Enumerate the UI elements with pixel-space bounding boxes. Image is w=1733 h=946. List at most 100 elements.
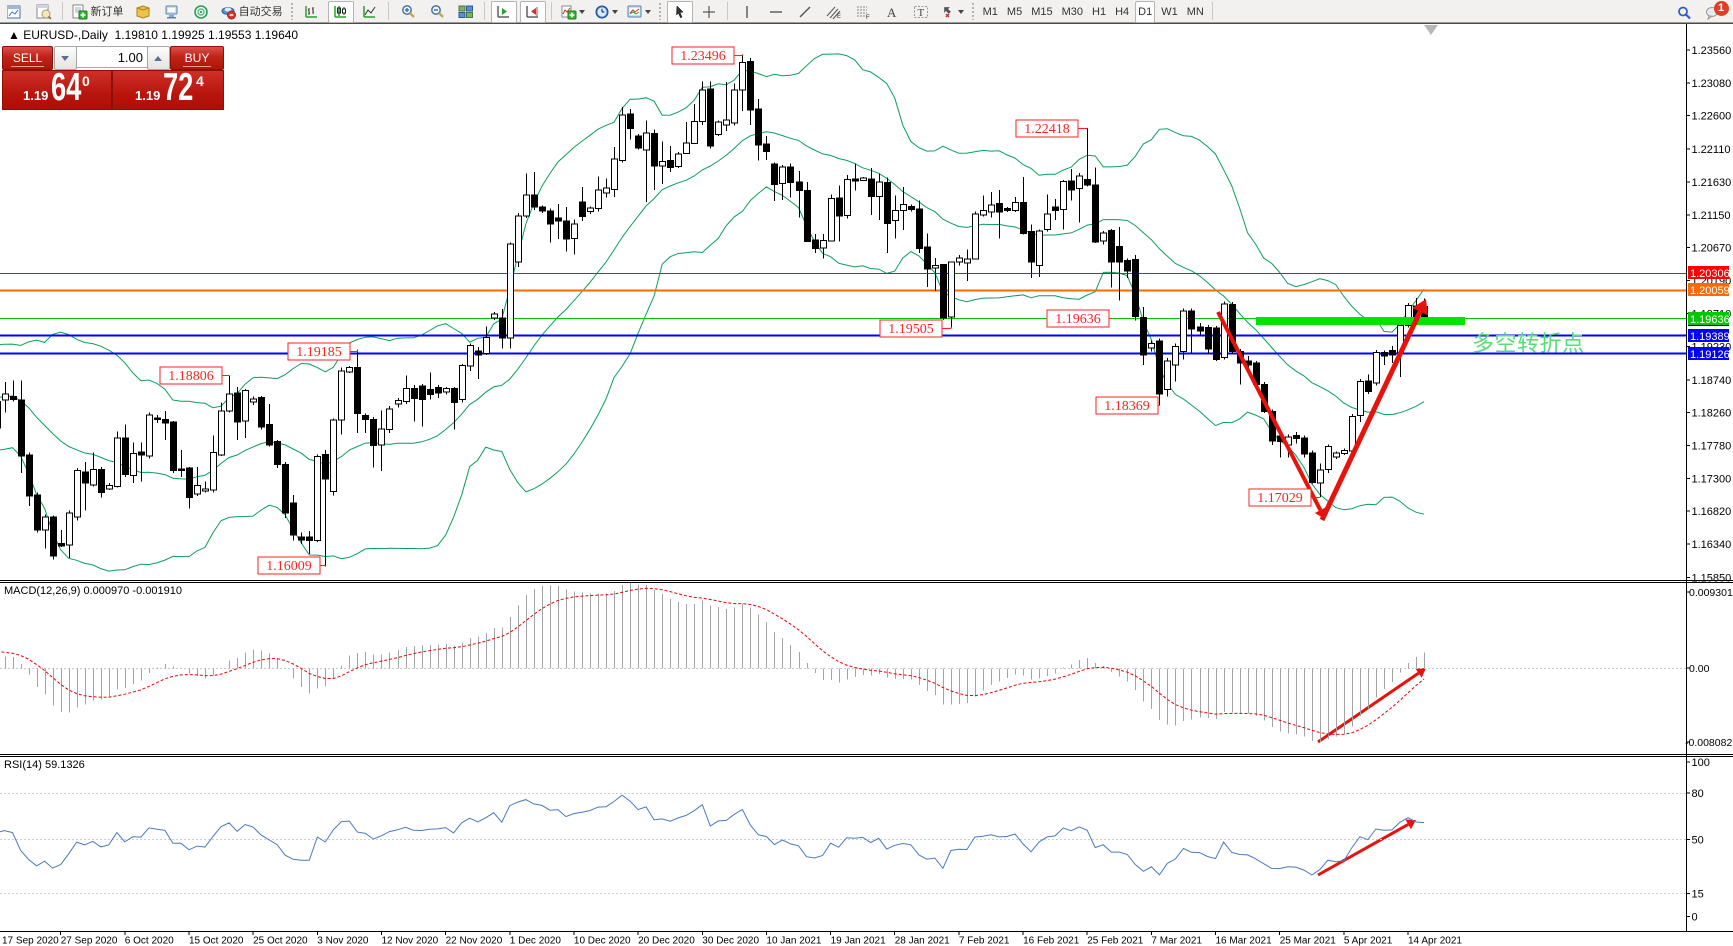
templates-button[interactable] [624, 1, 654, 23]
buy-button[interactable]: BUY [170, 46, 224, 70]
horizontal-line-button[interactable] [763, 1, 789, 23]
timeframe-m1-button[interactable]: M1 [982, 6, 998, 18]
indicators-button[interactable] [558, 1, 588, 23]
new-order-label: 新订单 [90, 6, 124, 18]
up-arrow[interactable] [1319, 310, 1423, 522]
line-chart-button[interactable] [357, 1, 383, 23]
chart-shift-button[interactable] [519, 1, 546, 23]
volume-input[interactable] [76, 46, 148, 68]
candle-body [1148, 342, 1155, 349]
timeframe-h4-button[interactable]: H4 [1115, 6, 1130, 18]
equidistant-channel-button[interactable]: E [821, 1, 847, 23]
svg-text:1.18806: 1.18806 [168, 369, 214, 384]
candle-body [1012, 202, 1019, 212]
candle-body [258, 397, 265, 428]
candle-body [427, 388, 434, 396]
price-label-1.18369[interactable]: 1.18369 [1095, 396, 1160, 415]
candlestick-chart-button[interactable] [327, 1, 354, 23]
chat-icon[interactable]: 1 [1700, 1, 1729, 24]
rsi-arrow-head [1405, 819, 1416, 830]
date-label: 19 Jan 2021 [831, 936, 886, 946]
axis-badge-text: 1.19636 [1690, 314, 1730, 326]
price-tick: 1.22110 [1692, 144, 1731, 156]
price-label-1.22418[interactable]: 1.22418 [1015, 119, 1088, 138]
candle-body [868, 178, 875, 197]
price-label-1.23496[interactable]: 1.23496 [671, 46, 743, 65]
candle-body [419, 385, 426, 400]
data-window-button[interactable] [31, 1, 57, 23]
crosshair-button[interactable] [696, 1, 722, 23]
text-button[interactable]: A [879, 1, 905, 23]
cn-annotation[interactable]: 多空转折点 [1472, 331, 1585, 356]
price-label-1.18806[interactable]: 1.18806 [159, 366, 230, 385]
svg-text:A: A [887, 5, 897, 20]
candle-body [916, 208, 923, 250]
price-label-1.19185[interactable]: 1.19185 [287, 342, 358, 361]
zoom-out-button[interactable] [424, 1, 450, 23]
volume-down-button[interactable] [54, 46, 77, 70]
tile-windows-button[interactable] [453, 1, 479, 23]
strategy-navigator-button[interactable] [188, 1, 214, 23]
shift-triangle-icon[interactable] [1424, 25, 1438, 35]
chart-window-button[interactable] [2, 1, 28, 23]
chart-area[interactable]: 多空转折点 1.23496 1.22418 1.19505 1.19636 1.18369… [0, 24, 1733, 946]
down-arrow[interactable] [1216, 311, 1323, 512]
volume-up-button[interactable] [147, 46, 170, 70]
candle-body [619, 114, 626, 161]
autotrading-button[interactable]: 自动交易 [217, 1, 286, 23]
price-tick: 1.23560 [1692, 45, 1732, 57]
axis-badge-1.19636 [1688, 312, 1729, 325]
sep-macd-rsi[interactable] [0, 754, 1733, 755]
sep-date-axis [0, 931, 1733, 932]
timeframe-m30-button[interactable]: M30 [1061, 6, 1083, 18]
date-label: 28 Jan 2021 [895, 936, 950, 946]
candle-body [0, 400, 1, 429]
price-tick: 1.21630 [1692, 177, 1732, 189]
timeframe-d1-button[interactable]: D1 [1135, 1, 1156, 23]
candle-body [1333, 452, 1340, 458]
sep-main-macd-2 [0, 582, 1733, 583]
chart-title: ▲ EURUSD-,Daily 1.19810 1.19925 1.19553 … [8, 28, 298, 42]
auto-scroll-button[interactable] [490, 1, 517, 23]
candle-body [1044, 213, 1051, 230]
timeframe-mn-button[interactable]: MN [1186, 6, 1204, 18]
timeframe-m15-button[interactable]: M15 [1031, 6, 1053, 18]
timeframe-m5-button[interactable]: M5 [1006, 6, 1023, 18]
price-label-1.19505[interactable]: 1.19505 [879, 319, 952, 338]
candle-body [1100, 232, 1107, 242]
trendline-button[interactable] [792, 1, 818, 23]
new-order-button[interactable]: 新订单 [69, 1, 127, 23]
vertical-line-button[interactable] [734, 1, 760, 23]
timeframe-h1-button[interactable]: H1 [1092, 6, 1107, 18]
candle-body [314, 456, 321, 542]
sell-button[interactable]: SELL [2, 46, 53, 70]
zoom-in-button[interactable] [395, 1, 421, 23]
price-label-1.19636[interactable]: 1.19636 [1046, 309, 1112, 328]
rsi-arrow[interactable] [1317, 823, 1409, 877]
price-label-1.16009[interactable]: 1.16009 [257, 556, 326, 575]
candle-body [1156, 340, 1163, 395]
bar-chart-button[interactable] [299, 1, 325, 23]
periods-button[interactable] [591, 1, 621, 23]
candle-body [459, 365, 466, 400]
candle-body [611, 158, 618, 190]
candle-body [1068, 180, 1075, 191]
axis-badge-1.19389 [1688, 328, 1729, 342]
search-icon[interactable] [1671, 2, 1697, 24]
arrows-button[interactable] [937, 1, 967, 23]
green-zone-bar[interactable] [1256, 317, 1465, 325]
fibonacci-button[interactable]: F [850, 1, 876, 23]
market-watch-button[interactable] [130, 1, 156, 23]
timeframe-w1-button[interactable]: W1 [1161, 6, 1178, 18]
sep-main-macd[interactable] [0, 580, 1733, 581]
cursor-button[interactable] [666, 1, 693, 23]
buy-price[interactable]: 1.19 72 4 [112, 66, 224, 110]
candle-body [1164, 360, 1171, 390]
price-label-1.17029[interactable]: 1.17029 [1248, 488, 1321, 507]
price-axis: 1.23560 1.23080 1.22600 1.22110 1.21630 1.211… [1685, 24, 1733, 931]
sell-price[interactable]: 1.19 64 0 [2, 66, 112, 110]
terminal-button[interactable] [159, 1, 185, 23]
collapse-triangle-icon[interactable]: ▲ [8, 28, 20, 42]
axis-badge-text: 1.20306 [1690, 268, 1730, 280]
text-label-button[interactable]: T [908, 1, 934, 23]
